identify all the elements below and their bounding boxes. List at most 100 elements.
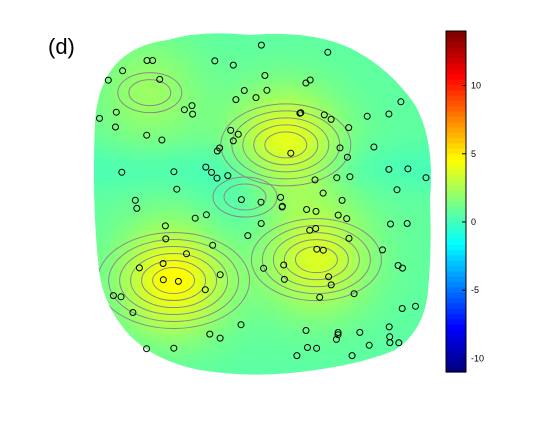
heat-cell (202, 265, 208, 271)
heat-cell (102, 285, 108, 291)
heat-cell (332, 35, 338, 41)
heat-cell (342, 320, 348, 326)
heat-cell (177, 190, 183, 196)
heat-cell (407, 140, 413, 146)
heat-cell (162, 330, 168, 336)
heat-cell (407, 330, 413, 336)
sensor-marker (345, 234, 353, 242)
heat-cell (362, 125, 368, 131)
heat-cell (297, 35, 303, 41)
sensor-marker (404, 165, 412, 173)
heat-cell (387, 210, 393, 216)
heat-cell (132, 175, 138, 181)
heat-cell (202, 180, 208, 186)
heat-cell (222, 200, 228, 206)
heat-cell (157, 185, 163, 191)
heat-cell (267, 310, 273, 316)
heat-cell (94, 290, 98, 296)
heat-cell (207, 70, 213, 76)
heat-cell (412, 240, 418, 246)
heat-cell (132, 310, 138, 316)
heat-cell (132, 235, 138, 241)
heat-cell (187, 165, 193, 171)
heat-cell (307, 285, 313, 291)
heat-cell (217, 75, 223, 81)
heat-cell (182, 195, 188, 201)
heat-cell (217, 210, 223, 216)
heat-cell (177, 100, 183, 106)
heat-cell (117, 140, 123, 146)
heat-cell (397, 360, 403, 366)
heat-cell (272, 145, 278, 151)
heat-cell (302, 285, 308, 291)
heat-cell (352, 285, 358, 291)
heat-cell (197, 245, 203, 251)
heat-cell (347, 115, 353, 121)
heat-cell (342, 370, 348, 375)
heat-cell (307, 100, 313, 106)
heat-cell (94, 80, 98, 86)
heat-cell (347, 55, 353, 61)
heat-cell (407, 215, 413, 221)
heat-cell (94, 135, 98, 141)
heat-cell (162, 375, 168, 381)
heat-cell (382, 290, 388, 296)
heat-cell (362, 85, 368, 91)
heat-cell (157, 265, 163, 271)
heat-cell (397, 205, 403, 211)
heat-cell (122, 65, 128, 71)
heat-cell (272, 305, 278, 311)
heat-cell (392, 200, 398, 206)
heat-cell (102, 360, 108, 366)
heat-cell (347, 265, 353, 271)
heat-cell (267, 320, 273, 326)
heat-cell (372, 40, 378, 46)
heat-cell (232, 235, 238, 241)
heat-cell (332, 215, 338, 221)
heat-cell (407, 120, 413, 126)
heat-cell (382, 335, 388, 341)
heat-cell (332, 375, 338, 381)
heat-cell (287, 135, 293, 141)
heat-cell (307, 275, 313, 281)
heat-cell (212, 100, 218, 106)
heat-cell (102, 180, 108, 186)
heat-cell (362, 95, 368, 101)
heat-cell (207, 345, 213, 351)
heat-cell (332, 200, 338, 206)
heat-cell (397, 270, 403, 276)
heat-cell (242, 95, 248, 101)
heat-cell (192, 125, 198, 131)
heat-cell (312, 145, 318, 151)
heat-cell (372, 360, 378, 366)
heat-cell (197, 350, 203, 356)
heat-cell (312, 70, 318, 76)
heat-cell (297, 33, 303, 36)
heat-cell (377, 275, 383, 281)
heat-cell (262, 255, 268, 261)
heat-cell (157, 355, 163, 361)
heat-cell (112, 110, 118, 116)
heat-cell (272, 245, 278, 251)
heat-cell (342, 280, 348, 286)
heat-cell (187, 230, 193, 236)
heat-cell (317, 275, 323, 281)
heat-cell (327, 55, 333, 61)
heat-cell (342, 150, 348, 156)
heat-cell (132, 135, 138, 141)
heat-cell (207, 105, 213, 111)
heat-cell (187, 275, 193, 281)
heat-cell (252, 80, 258, 86)
heat-cell (297, 85, 303, 91)
heat-cell (387, 355, 393, 361)
heat-cell (97, 315, 103, 321)
heat-cell (122, 250, 128, 256)
heat-cell (357, 265, 363, 271)
heat-cell (327, 205, 333, 211)
heat-cell (282, 125, 288, 131)
heat-cell (277, 280, 283, 286)
heat-cell (327, 210, 333, 216)
sensor-marker (379, 246, 386, 254)
heat-cell (312, 50, 318, 56)
heat-cell (102, 245, 108, 251)
